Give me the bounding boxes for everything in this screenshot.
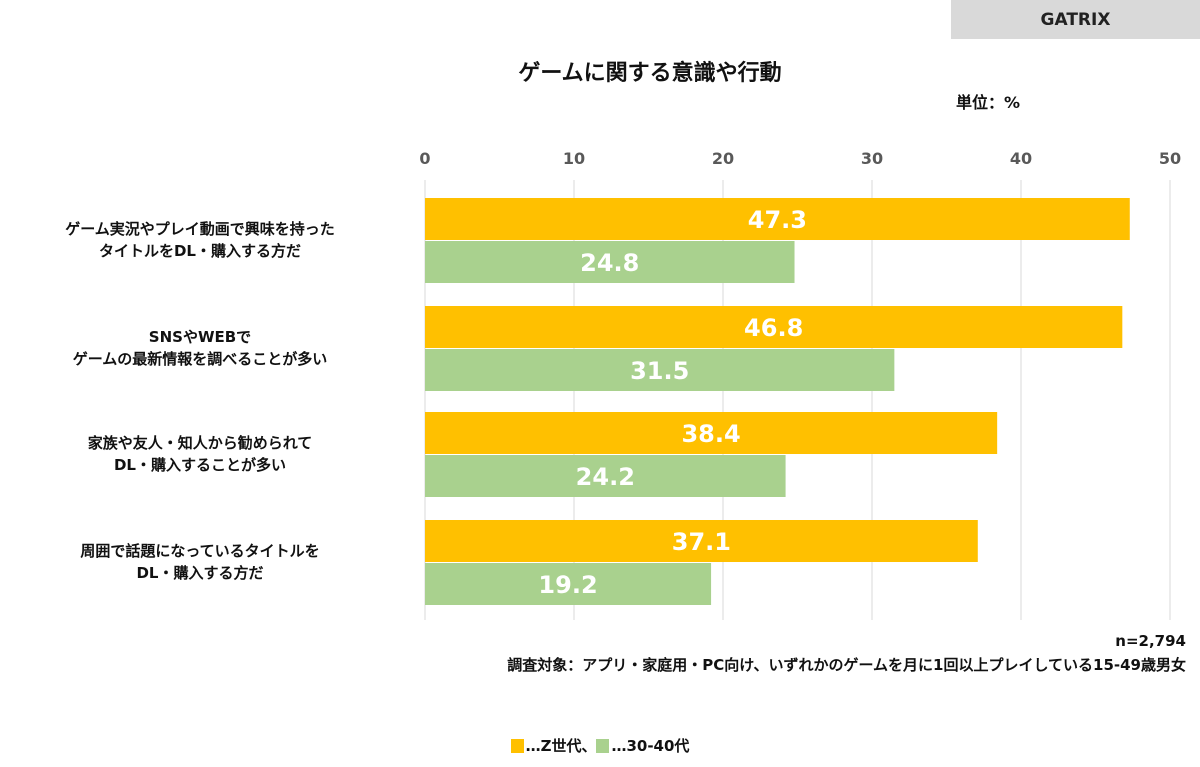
sample-size: n=2,794: [1115, 632, 1186, 650]
brand-label: GATRIX: [951, 0, 1200, 39]
legend-swatch-3040: [596, 739, 610, 753]
data-label: 31.5: [630, 357, 689, 385]
tick-label: 10: [563, 149, 585, 168]
tick-label: 40: [1010, 149, 1032, 168]
category-label-line: タイトルをDL・購入する方だ: [98, 242, 301, 260]
data-label: 19.2: [538, 571, 597, 599]
tick-label: 0: [419, 149, 430, 168]
bar-3040: [425, 563, 712, 605]
bar-3040: [425, 455, 786, 497]
legend-item-3040: …30-40代: [596, 737, 689, 755]
category-label-line: 家族や友人・知人から勧められて: [87, 434, 313, 452]
category-label-line: ゲームの最新情報を調べることが多い: [72, 350, 328, 368]
category-label: 周囲で話題になっているタイトルを DL・購入する方だ: [10, 540, 390, 584]
bar-z: [425, 520, 978, 562]
category-label-line: DL・購入する方だ: [136, 564, 264, 582]
chart-title: ゲームに関する意識や行動: [518, 61, 782, 86]
legend-swatch-z: [510, 739, 524, 753]
tick-label: 50: [1159, 149, 1181, 168]
category-label: ゲーム実況やプレイ動画で興味を持った タイトルをDL・購入する方だ: [10, 218, 390, 262]
category-label: 家族や友人・知人から勧められて DL・購入することが多い: [10, 432, 390, 476]
bar-z: [425, 412, 998, 454]
category-label-line: 周囲で話題になっているタイトルを: [80, 542, 320, 560]
data-label: 46.8: [744, 314, 803, 342]
data-label: 38.4: [681, 420, 740, 448]
bar-3040: [425, 349, 895, 391]
tick-label: 20: [712, 149, 734, 168]
bar-z: [425, 198, 1130, 240]
tick-label: 30: [861, 149, 883, 168]
data-label: 37.1: [672, 528, 731, 556]
legend-label-3040: …30-40代: [611, 737, 690, 755]
bar-3040: [425, 241, 795, 283]
category-label: SNSやWEBでゲームの最新情報を調べることが多い: [10, 326, 390, 370]
category-label-line: SNSやWEBで: [148, 328, 252, 346]
survey-note: 調査対象：アプリ・家庭用・PC向け、いずれかのゲームを月に1回以上プレイしている…: [507, 656, 1186, 674]
legend: …Z世代、 …30-40代: [0, 735, 1200, 756]
category-label-line: DL・購入することが多い: [113, 456, 286, 474]
data-label: 24.2: [576, 463, 635, 491]
unit-label: 単位：%: [956, 93, 1021, 112]
data-label: 47.3: [748, 206, 807, 234]
legend-item-z: …Z世代、: [510, 737, 597, 755]
data-label: 24.8: [580, 249, 639, 277]
category-label-line: ゲーム実況やプレイ動画で興味を持った: [65, 220, 335, 238]
legend-label-z: …Z世代、: [525, 737, 597, 755]
bar-z: [425, 306, 1123, 348]
